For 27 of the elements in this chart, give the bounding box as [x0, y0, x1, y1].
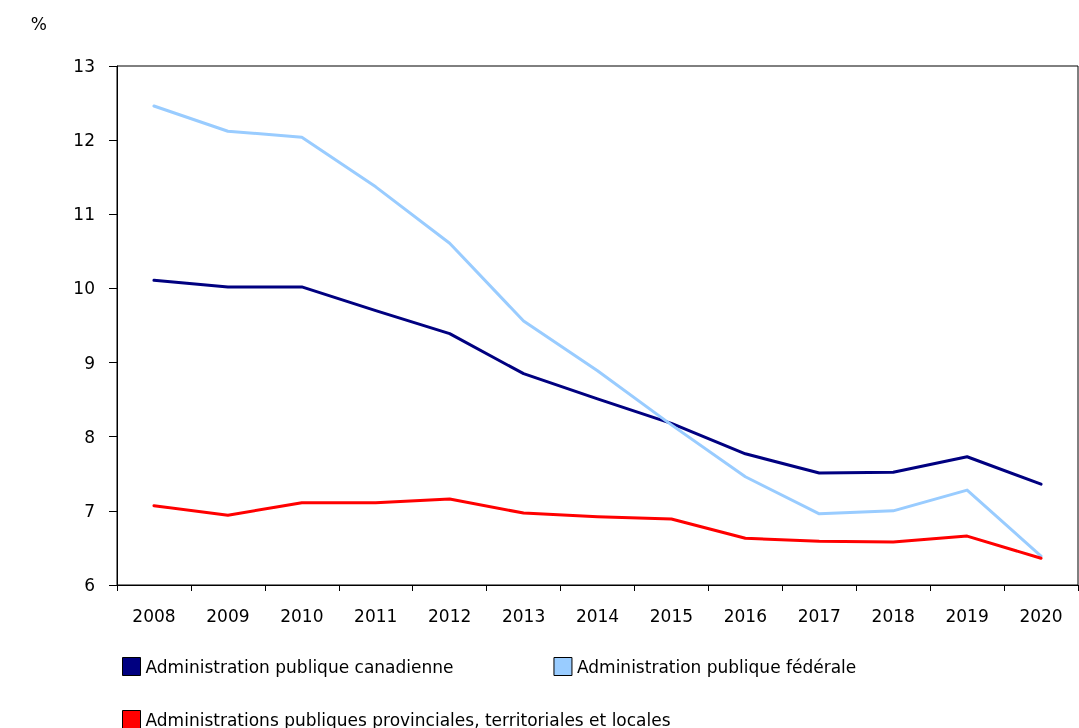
legend-label: Administration publique fédérale: [576, 656, 857, 677]
x-tick-label: 2009: [206, 605, 250, 626]
y-axis-title: %: [30, 13, 47, 34]
x-tick-label: 2020: [1019, 605, 1063, 626]
x-tick-label: 2014: [575, 605, 620, 626]
x-tick-label: 2018: [871, 605, 915, 626]
x-tick-label: 2017: [797, 605, 841, 626]
legend-label: Administration publique canadienne: [145, 656, 454, 677]
y-tick-label: 11: [73, 204, 95, 225]
x-tick-label: 2019: [945, 605, 989, 626]
x-tick-label: 2013: [501, 605, 546, 626]
y-tick-label: 13: [73, 56, 95, 76]
y-tick-label: 9: [84, 352, 95, 373]
x-tick-label: 2008: [132, 605, 176, 626]
line-series: [152, 497, 1043, 560]
x-tick-label: 2012: [428, 605, 472, 626]
x-tick-label: 2015: [649, 605, 694, 626]
y-tick-label: 10: [73, 278, 95, 299]
y-tick-label: 12: [73, 130, 95, 151]
x-tick-label: 2010: [280, 605, 324, 626]
y-tick-label: 8: [84, 426, 95, 447]
line-series: [152, 104, 1043, 558]
x-tick-label: 2011: [354, 605, 398, 626]
y-tick-label: 6: [84, 575, 95, 595]
x-tick-label: 2016: [723, 605, 767, 626]
y-tick-label: 7: [84, 500, 95, 521]
line-series: [152, 278, 1043, 486]
